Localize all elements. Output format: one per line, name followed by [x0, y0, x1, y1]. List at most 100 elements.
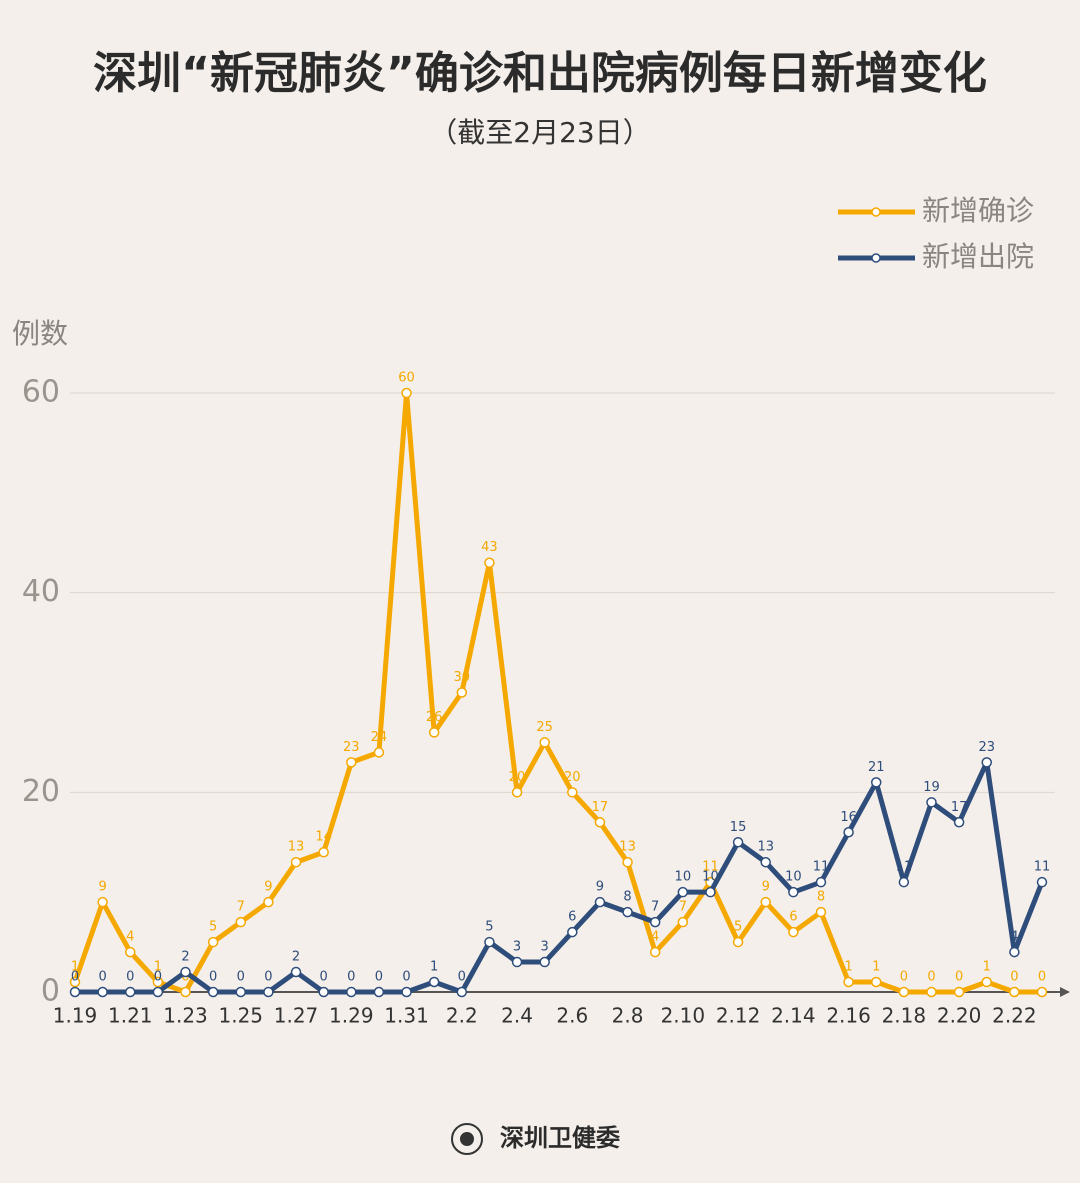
- data-point: [511, 787, 523, 798]
- y-tick-label: 0: [41, 974, 60, 1009]
- data-label: 5: [485, 920, 493, 935]
- data-point: [677, 916, 689, 928]
- data-label: 6: [568, 910, 576, 925]
- x-tick-label: 1.27: [274, 1004, 319, 1028]
- data-point: [401, 387, 412, 399]
- data-label: 7: [237, 900, 245, 915]
- data-label: 2: [181, 950, 189, 965]
- data-label: 5: [734, 920, 742, 935]
- x-tick-label: 1.19: [53, 1004, 98, 1028]
- data-point: [953, 986, 965, 998]
- data-point: [263, 986, 274, 998]
- data-point: [649, 946, 661, 958]
- data-point: [152, 976, 164, 988]
- data-point: [1009, 946, 1020, 958]
- data-label: 11: [1034, 860, 1051, 875]
- data-point: [180, 966, 191, 978]
- data-point: [622, 856, 633, 868]
- data-label: 0: [1038, 970, 1046, 985]
- data-label: 10: [702, 870, 719, 885]
- data-point: [539, 737, 550, 748]
- data-point: [760, 896, 771, 908]
- chart-title: 深圳“新冠肺炎”确诊和出院病例每日新增变化: [93, 48, 987, 99]
- x-tick-label: 2.10: [661, 1004, 706, 1028]
- data-point: [815, 906, 827, 918]
- x-tick-label: 1.21: [108, 1004, 153, 1028]
- data-point: [649, 916, 661, 928]
- data-label: 13: [757, 840, 774, 855]
- x-tick-label: 1.29: [329, 1004, 374, 1028]
- chart-subtitle: （截至2月23日）: [429, 116, 650, 149]
- data-point: [346, 757, 357, 768]
- x-tick-label: 2.8: [612, 1004, 644, 1028]
- data-label: 8: [623, 890, 631, 905]
- data-label: 17: [951, 800, 968, 815]
- data-point: [373, 986, 385, 998]
- data-label: 15: [730, 820, 747, 835]
- data-point: [870, 777, 882, 788]
- y-tick-label: 40: [22, 574, 60, 609]
- data-point: [207, 986, 219, 998]
- x-tick-label: 2.12: [716, 1004, 761, 1028]
- data-label: 60: [398, 371, 415, 386]
- data-point: [953, 817, 965, 828]
- data-point: [180, 986, 191, 998]
- data-point: [97, 896, 108, 908]
- data-label: 9: [264, 880, 272, 895]
- data-point: [926, 986, 937, 998]
- data-point: [318, 986, 329, 998]
- data-point: [69, 976, 81, 988]
- x-axis-arrow: [1060, 987, 1070, 997]
- data-point: [898, 876, 910, 888]
- data-point: [815, 876, 827, 888]
- data-label: 8: [817, 890, 825, 905]
- x-tick-label: 2.14: [771, 1004, 816, 1028]
- data-point: [705, 886, 716, 898]
- data-point: [898, 986, 910, 998]
- data-point: [290, 966, 302, 978]
- data-point: [1036, 986, 1048, 998]
- series-line: [72, 390, 1042, 995]
- data-label: 17: [592, 800, 609, 815]
- data-point: [732, 837, 744, 848]
- data-label: 23: [978, 740, 995, 755]
- y-axis-label: 例数: [12, 317, 68, 350]
- data-label: 13: [619, 840, 636, 855]
- data-label: 0: [264, 970, 272, 985]
- data-label: 1: [844, 960, 852, 975]
- data-point: [484, 936, 495, 948]
- data-label: 7: [679, 900, 687, 915]
- data-point: [484, 557, 495, 568]
- data-point: [567, 926, 578, 938]
- y-tick-label: 20: [22, 774, 60, 809]
- data-point: [428, 976, 440, 988]
- legend-label: 新增确诊: [922, 194, 1034, 227]
- data-label: 3: [541, 940, 549, 955]
- data-label: 11: [702, 860, 719, 875]
- legend-marker: [871, 207, 881, 217]
- data-label: 25: [536, 720, 553, 735]
- data-label: 7: [651, 900, 659, 915]
- data-point: [207, 936, 219, 948]
- data-label: 0: [71, 970, 79, 985]
- data-label: 0: [402, 970, 410, 985]
- data-label: 0: [237, 970, 245, 985]
- data-label: 0: [955, 970, 963, 985]
- data-label: 10: [675, 870, 692, 885]
- data-label: 0: [375, 970, 383, 985]
- data-point: [594, 817, 606, 828]
- y-tick-label: 60: [22, 375, 60, 410]
- x-tick-label: 2.6: [556, 1004, 588, 1028]
- data-label: 13: [288, 840, 305, 855]
- data-label: 26: [426, 710, 443, 725]
- x-tick-label: 1.31: [384, 1004, 429, 1028]
- x-tick-label: 1.23: [163, 1004, 208, 1028]
- data-label: 1: [983, 960, 991, 975]
- data-label: 0: [347, 970, 355, 985]
- x-tick-label: 2.4: [501, 1004, 533, 1028]
- x-tick-label: 2.18: [882, 1004, 927, 1028]
- x-tick-label: 2.16: [826, 1004, 871, 1028]
- data-point: [456, 986, 468, 998]
- data-point: [870, 976, 882, 988]
